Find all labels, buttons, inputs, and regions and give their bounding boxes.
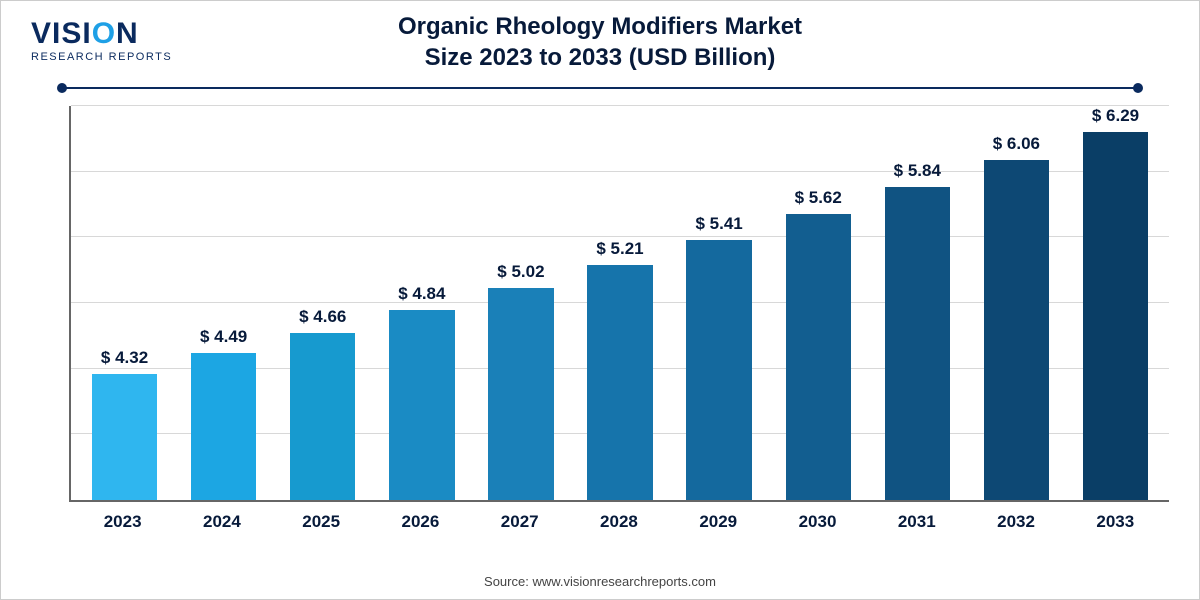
- bar-slot: $ 5.02: [471, 106, 570, 500]
- bar: [191, 353, 256, 500]
- x-axis-label: 2030: [768, 506, 867, 534]
- chart-title-block: Organic Rheology Modifiers Market Size 2…: [1, 11, 1199, 73]
- bar-slot: $ 4.49: [174, 106, 273, 500]
- bar-slot: $ 4.32: [75, 106, 174, 500]
- title-divider: [61, 83, 1139, 93]
- bar-value-label: $ 5.84: [894, 161, 941, 181]
- bar: [587, 265, 652, 500]
- divider-line: [61, 87, 1139, 89]
- bar: [786, 214, 851, 500]
- x-axis-label: 2033: [1066, 506, 1165, 534]
- x-axis-label: 2029: [669, 506, 768, 534]
- bars-container: $ 4.32 $ 4.49 $ 4.66 $ 4.84 $ 5.02 $ 5.21 $ 5.…: [71, 106, 1169, 500]
- bar-slot: $ 5.84: [868, 106, 967, 500]
- bar-value-label: $ 4.84: [398, 284, 445, 304]
- bar-slot: $ 4.66: [273, 106, 372, 500]
- bar-value-label: $ 5.62: [795, 188, 842, 208]
- x-axis-label: 2024: [172, 506, 271, 534]
- source-text: Source: www.visionresearchreports.com: [1, 574, 1199, 589]
- bar-slot: $ 4.84: [372, 106, 471, 500]
- bar-value-label: $ 4.32: [101, 348, 148, 368]
- x-axis-label: 2027: [470, 506, 569, 534]
- bar-value-label: $ 6.06: [993, 134, 1040, 154]
- x-axis-label: 2023: [73, 506, 172, 534]
- bar-slot: $ 6.29: [1066, 106, 1165, 500]
- x-axis-label: 2032: [966, 506, 1065, 534]
- bar-value-label: $ 5.21: [596, 239, 643, 259]
- bar-slot: $ 5.41: [670, 106, 769, 500]
- bar-value-label: $ 5.02: [497, 262, 544, 282]
- bar-value-label: $ 6.29: [1092, 106, 1139, 126]
- x-axis-labels: 2023202420252026202720282029203020312032…: [69, 506, 1169, 534]
- bar: [290, 333, 355, 500]
- bar-value-label: $ 5.41: [695, 214, 742, 234]
- bar-value-label: $ 4.66: [299, 307, 346, 327]
- bar: [1083, 132, 1148, 500]
- x-axis-label: 2025: [272, 506, 371, 534]
- bar-slot: $ 5.21: [570, 106, 669, 500]
- bar-slot: $ 6.06: [967, 106, 1066, 500]
- title-line-2: Size 2023 to 2033 (USD Billion): [1, 42, 1199, 73]
- bar-value-label: $ 4.49: [200, 327, 247, 347]
- bar: [984, 160, 1049, 500]
- bar: [488, 288, 553, 500]
- bar: [885, 187, 950, 500]
- plot-area: $ 4.32 $ 4.49 $ 4.66 $ 4.84 $ 5.02 $ 5.21 $ 5.…: [69, 106, 1169, 502]
- title-line-1: Organic Rheology Modifiers Market: [1, 11, 1199, 42]
- bar-slot: $ 5.62: [769, 106, 868, 500]
- divider-dot-left: [57, 83, 67, 93]
- bar-chart: $ 4.32 $ 4.49 $ 4.66 $ 4.84 $ 5.02 $ 5.21 $ 5.…: [61, 106, 1169, 534]
- bar: [92, 374, 157, 500]
- divider-dot-right: [1133, 83, 1143, 93]
- bar: [389, 310, 454, 500]
- x-axis-label: 2028: [569, 506, 668, 534]
- x-axis-label: 2026: [371, 506, 470, 534]
- bar: [686, 240, 751, 500]
- x-axis-label: 2031: [867, 506, 966, 534]
